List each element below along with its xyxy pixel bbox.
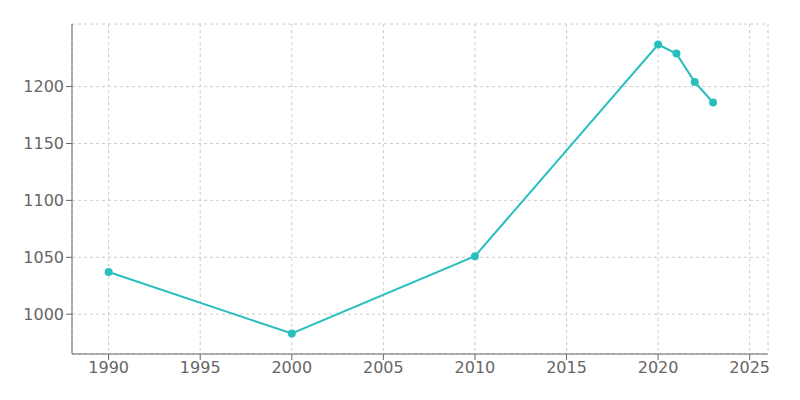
svg-text:1200: 1200 <box>23 77 64 96</box>
svg-text:2005: 2005 <box>363 358 404 377</box>
svg-text:2015: 2015 <box>546 358 587 377</box>
svg-text:2020: 2020 <box>638 358 679 377</box>
svg-text:2000: 2000 <box>271 358 312 377</box>
svg-text:2010: 2010 <box>455 358 496 377</box>
svg-text:1000: 1000 <box>23 305 64 324</box>
svg-text:1990: 1990 <box>88 358 129 377</box>
svg-text:1050: 1050 <box>23 248 64 267</box>
svg-text:1150: 1150 <box>23 134 64 153</box>
svg-text:1995: 1995 <box>180 358 221 377</box>
svg-text:2025: 2025 <box>729 358 770 377</box>
svg-text:1100: 1100 <box>23 191 64 210</box>
